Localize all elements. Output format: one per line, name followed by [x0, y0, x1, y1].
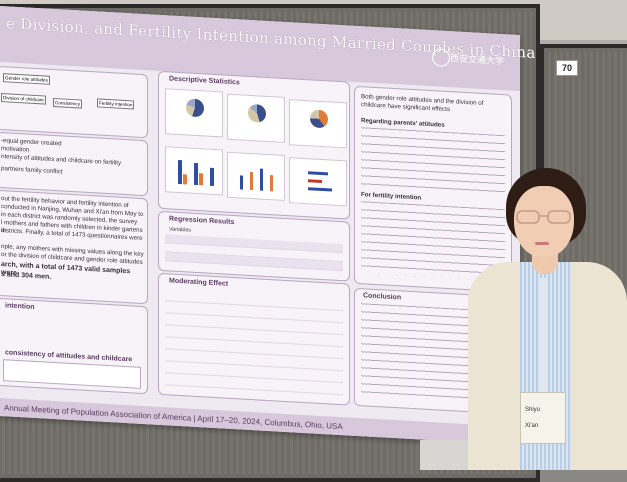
section-heading: Moderating Effect	[169, 277, 229, 288]
bar	[270, 175, 273, 192]
flow-node: Fertility intention	[97, 98, 135, 110]
name-badge: Shiyu Xi'an	[520, 392, 566, 444]
bar	[178, 159, 182, 185]
text-line: s and 304 men.	[1, 271, 52, 281]
presenter-face	[514, 186, 574, 258]
hypothesis-panel: -equal gender created motivation ntensit…	[0, 131, 148, 197]
regression-panel: Regression Results Variables	[158, 210, 350, 282]
badge-line: Xi'an	[525, 423, 539, 429]
text-block	[361, 127, 505, 196]
flow-node: Division of childcare	[1, 93, 46, 105]
bar	[260, 168, 263, 191]
research-poster: e Division, and Fertility Intention amon…	[0, 6, 536, 446]
measure-table	[3, 359, 141, 389]
moderating-panel: Moderating Effect	[158, 272, 350, 406]
bar	[308, 179, 322, 184]
bar	[194, 162, 198, 186]
bar	[240, 175, 243, 190]
pie-chart-box	[165, 88, 223, 138]
lanyard	[540, 278, 548, 396]
section-heading: Descriptive Statistics	[169, 75, 240, 87]
section-heading: Regression Results	[169, 215, 235, 227]
measures-panel: intention consistency of attitudes and c…	[0, 297, 148, 395]
text-line: Both gender role attitudes and the divis…	[361, 93, 484, 114]
bar	[308, 187, 332, 192]
booth-number: 70	[556, 60, 578, 76]
bar-chart-box	[227, 151, 285, 201]
pie-chart-box	[289, 99, 347, 149]
bar	[183, 174, 187, 185]
data-panel: out the fertility behavior and fertility…	[0, 189, 148, 305]
pie-chart-box	[227, 93, 285, 143]
flow-node: Consistency	[53, 97, 83, 109]
pie-chart	[186, 98, 204, 118]
pie-chart	[248, 103, 266, 123]
pie-chart	[310, 109, 328, 129]
university-logo	[432, 48, 450, 68]
bar	[199, 173, 203, 186]
text-line: partners family conflict	[1, 165, 63, 176]
bar	[308, 171, 328, 176]
flow-node: Gender role attitudes	[3, 73, 50, 85]
section-heading: intention	[5, 302, 35, 311]
findings-panel: Both gender role attitudes and the divis…	[354, 85, 512, 293]
badge-line: Shiyu	[525, 407, 541, 413]
bar	[250, 171, 253, 191]
presenter-mouth	[535, 242, 549, 245]
bar-chart-box	[165, 146, 223, 196]
glasses-icon	[514, 210, 574, 224]
section-heading: Conclusion	[363, 292, 402, 302]
bar	[210, 167, 214, 186]
bar-chart-box	[289, 157, 347, 207]
descriptive-panel: Descriptive Statistics	[158, 70, 350, 220]
table-header: Variables	[169, 226, 192, 234]
framework-panel: Gender role attitudes Division of childc…	[0, 65, 148, 139]
university-logo-text: 西安交通大学	[450, 54, 505, 68]
